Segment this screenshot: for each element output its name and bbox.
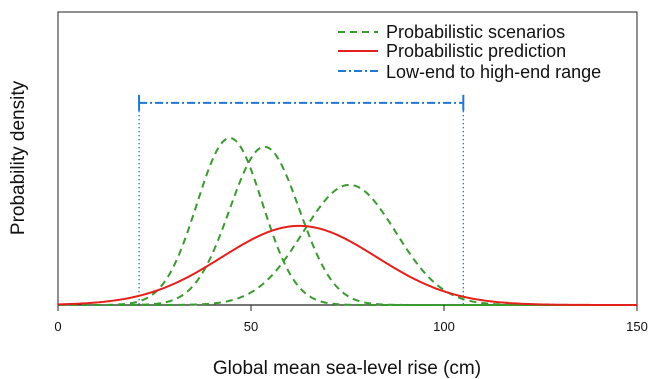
x-tick-label: 50 [244,319,258,334]
legend-label-scenarios: Probabilistic scenarios [386,22,565,42]
x-tick-label: 150 [626,319,648,334]
scenario-curve-2 [58,145,637,306]
x-axis: 0 50 100 150 [54,305,648,334]
x-axis-label: Global mean sea-level rise (cm) [213,358,481,379]
y-axis-label: Probability density [8,80,29,235]
scenario-curve-3 [58,183,637,306]
x-tick-label: 100 [433,319,455,334]
data-marks [57,94,637,306]
prediction-curve [57,224,637,306]
scenario-curve-1 [58,136,637,306]
legend-label-prediction: Probabilistic prediction [386,41,566,61]
x-tick-label: 0 [54,319,61,334]
legend: Probabilistic scenarios Probabilistic pr… [338,22,601,82]
legend-label-range: Low-end to high-end range [386,62,601,82]
